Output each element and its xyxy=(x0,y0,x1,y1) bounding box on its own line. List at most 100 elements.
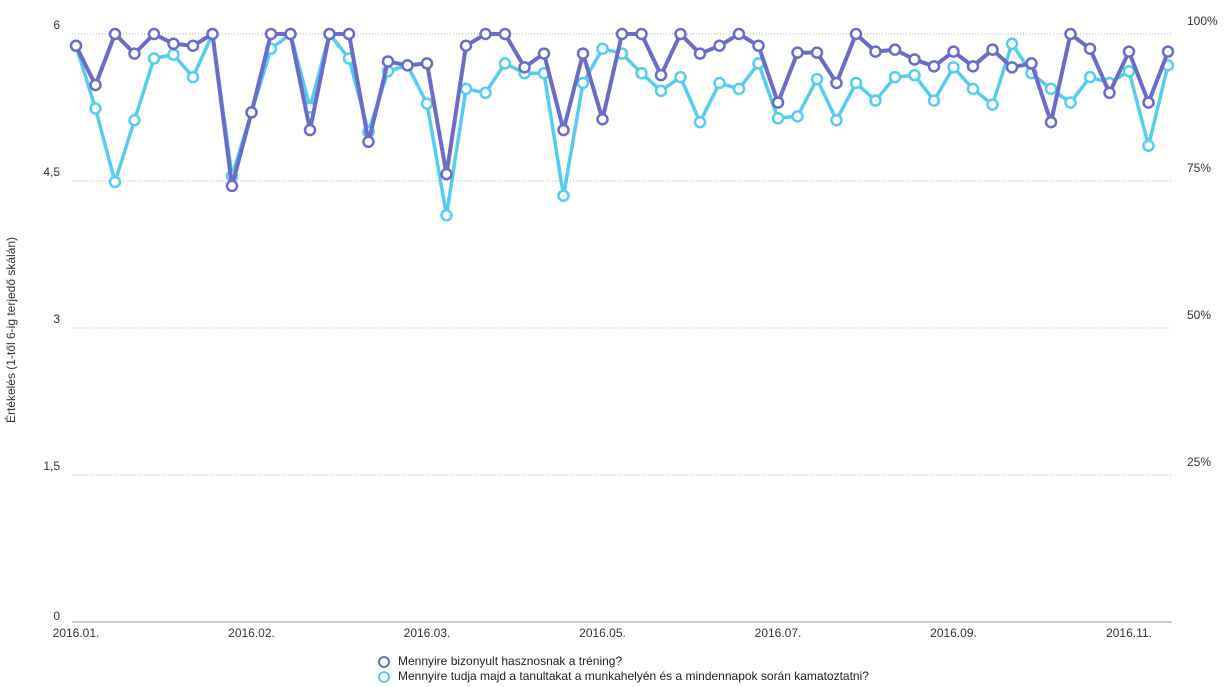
series-1-point[interactable] xyxy=(518,61,531,74)
series-2-point[interactable] xyxy=(420,97,434,110)
series-2-point[interactable] xyxy=(459,82,473,96)
series-2-point[interactable] xyxy=(771,112,785,125)
series-1-point[interactable] xyxy=(966,60,980,73)
series-1-point[interactable] xyxy=(596,113,609,126)
series-2-point[interactable] xyxy=(576,76,590,90)
series-1-point[interactable] xyxy=(459,39,473,53)
series-2-point[interactable] xyxy=(128,113,141,127)
series-1-point[interactable] xyxy=(69,39,83,53)
series-2-point[interactable] xyxy=(810,72,824,86)
series-1-point[interactable] xyxy=(128,47,141,60)
series-2-point[interactable] xyxy=(1064,96,1077,109)
series-1-point[interactable] xyxy=(479,27,492,41)
x-tick-label: 2016.03. xyxy=(404,626,451,640)
series-2-point[interactable] xyxy=(654,84,668,98)
series-1-point[interactable] xyxy=(303,123,317,137)
series-2-point[interactable] xyxy=(947,61,960,74)
series-1-point[interactable] xyxy=(498,27,512,41)
series-2-point[interactable] xyxy=(1122,64,1136,78)
series-1-point[interactable] xyxy=(147,27,161,41)
series-1-point[interactable] xyxy=(206,27,219,41)
series-2-point[interactable] xyxy=(869,94,882,107)
series-1-point[interactable] xyxy=(1005,61,1019,74)
series-1-point[interactable] xyxy=(771,96,785,109)
series-1-point[interactable] xyxy=(167,37,180,51)
series-1-point[interactable] xyxy=(1064,27,1077,41)
series-1-point[interactable] xyxy=(674,27,687,41)
legend-item-1[interactable]: Mennyire bizonyult hasznosnak a tréning? xyxy=(378,654,869,669)
series-1-point[interactable] xyxy=(225,179,239,193)
series-1-point[interactable] xyxy=(323,27,336,41)
series-2-point[interactable] xyxy=(830,113,843,127)
series-1-point[interactable] xyxy=(1142,96,1155,109)
series-1-point[interactable] xyxy=(557,123,570,137)
series-2-point[interactable] xyxy=(440,209,453,222)
series-2-point[interactable] xyxy=(1005,37,1019,51)
series-1-point[interactable] xyxy=(947,45,960,58)
series-2-point[interactable] xyxy=(986,98,999,111)
series-1-point[interactable] xyxy=(986,43,999,56)
series-1-point[interactable] xyxy=(245,106,258,119)
series-2-point[interactable] xyxy=(791,110,804,123)
series-2-point[interactable] xyxy=(849,76,863,90)
y-tick-label: 1,5 xyxy=(43,459,60,473)
series-2-point[interactable] xyxy=(1044,82,1058,96)
series-2-point[interactable] xyxy=(1142,139,1155,152)
legend-item-2[interactable]: Mennyire tudja majd a tanultakat a munka… xyxy=(378,669,869,684)
series-1-point[interactable] xyxy=(830,76,843,90)
series-2-point[interactable] xyxy=(674,70,687,84)
series-1-point[interactable] xyxy=(1025,57,1038,70)
series-1-point[interactable] xyxy=(635,27,648,41)
series-1-point[interactable] xyxy=(1083,42,1097,55)
series-2-point[interactable] xyxy=(966,82,980,96)
series-1-point[interactable] xyxy=(654,68,668,82)
series-1-point[interactable] xyxy=(869,45,882,58)
series-1-point[interactable] xyxy=(440,167,453,181)
series-1-point[interactable] xyxy=(537,47,551,60)
series-1-point[interactable] xyxy=(1122,45,1136,58)
series-2-point[interactable] xyxy=(1083,70,1097,84)
series-1-point[interactable] xyxy=(713,39,726,53)
series-1-point[interactable] xyxy=(284,27,297,41)
series-2-point[interactable] xyxy=(108,175,122,189)
series-1-point[interactable] xyxy=(927,60,941,73)
series-1-point[interactable] xyxy=(186,39,200,53)
series-1-point[interactable] xyxy=(908,53,921,66)
series-2-point[interactable] xyxy=(147,52,161,65)
series-2-point[interactable] xyxy=(927,94,941,107)
series-1-point[interactable] xyxy=(342,27,356,41)
series-1-point[interactable] xyxy=(576,47,590,60)
series-1-point[interactable] xyxy=(693,47,707,60)
series-2-point[interactable] xyxy=(596,42,609,55)
series-1-point[interactable] xyxy=(810,46,824,59)
series-1-point[interactable] xyxy=(89,78,102,92)
series-2-point[interactable] xyxy=(167,48,180,61)
series-2-point[interactable] xyxy=(888,70,902,84)
series-1-point[interactable] xyxy=(381,55,395,68)
series-2-point[interactable] xyxy=(557,189,570,202)
series-2-point[interactable] xyxy=(186,70,200,84)
series-1-point[interactable] xyxy=(1044,115,1058,129)
series-1-point[interactable] xyxy=(732,27,746,41)
series-2-point[interactable] xyxy=(713,76,726,90)
series-1-point[interactable] xyxy=(1161,45,1175,58)
series-1-point[interactable] xyxy=(849,27,863,41)
series-2-point[interactable] xyxy=(693,115,707,129)
series-1-point[interactable] xyxy=(1103,86,1116,100)
series-2-point[interactable] xyxy=(498,57,512,70)
series-1-point[interactable] xyxy=(420,57,434,70)
series-2-point[interactable] xyxy=(479,86,492,100)
x-axis-ticks: 2016.01. 2016.02. 2016.03. 2016.05. 2016.07.… xyxy=(53,626,1152,640)
series-1-point[interactable] xyxy=(888,43,902,56)
series-1-point[interactable] xyxy=(615,27,629,41)
series-2-point[interactable] xyxy=(732,82,746,96)
series-2-point[interactable] xyxy=(89,102,102,115)
series-2-point[interactable] xyxy=(635,66,648,80)
series-1-point[interactable] xyxy=(108,27,122,41)
series-2-point[interactable] xyxy=(908,68,921,82)
series-1-point[interactable] xyxy=(264,27,278,41)
series-1-point[interactable] xyxy=(752,39,765,53)
series-1-point[interactable] xyxy=(362,135,375,149)
series-1-point[interactable] xyxy=(791,46,804,59)
series-1-point[interactable] xyxy=(401,59,414,72)
